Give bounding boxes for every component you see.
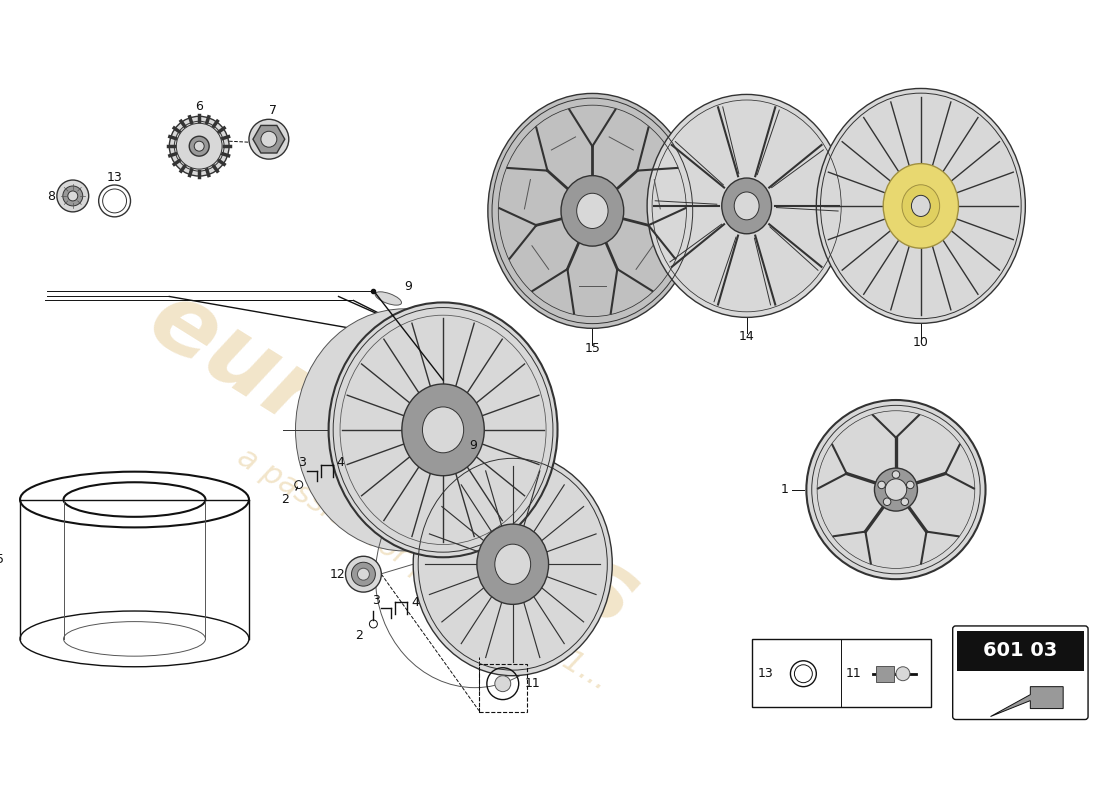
Circle shape bbox=[874, 468, 917, 511]
Bar bbox=[957, 631, 1085, 670]
Text: eurospecs: eurospecs bbox=[132, 272, 654, 647]
Ellipse shape bbox=[477, 524, 549, 604]
Ellipse shape bbox=[912, 195, 931, 217]
Text: 9: 9 bbox=[469, 439, 477, 452]
Circle shape bbox=[495, 676, 510, 692]
Text: 3: 3 bbox=[298, 456, 306, 470]
Text: 11: 11 bbox=[845, 667, 861, 680]
Text: 12: 12 bbox=[330, 568, 345, 581]
Text: 15: 15 bbox=[584, 342, 601, 354]
Ellipse shape bbox=[576, 194, 608, 229]
Text: 2: 2 bbox=[355, 630, 363, 642]
Ellipse shape bbox=[402, 384, 484, 476]
Bar bbox=[876, 666, 894, 682]
Text: 10: 10 bbox=[913, 336, 928, 349]
Circle shape bbox=[892, 470, 900, 478]
FancyBboxPatch shape bbox=[953, 626, 1088, 719]
Bar bbox=[751, 639, 931, 706]
Ellipse shape bbox=[734, 192, 759, 220]
Circle shape bbox=[896, 666, 910, 681]
Ellipse shape bbox=[329, 302, 558, 558]
Text: a passion for parts since 1...: a passion for parts since 1... bbox=[232, 442, 614, 696]
Text: 4: 4 bbox=[337, 456, 344, 470]
Ellipse shape bbox=[414, 453, 613, 676]
Circle shape bbox=[63, 186, 82, 206]
Circle shape bbox=[358, 568, 370, 580]
Circle shape bbox=[189, 136, 209, 156]
Text: 2: 2 bbox=[280, 493, 288, 506]
Circle shape bbox=[57, 180, 89, 212]
Text: 13: 13 bbox=[107, 170, 122, 183]
Circle shape bbox=[883, 498, 891, 506]
Text: 13: 13 bbox=[758, 667, 773, 680]
Bar bbox=[478, 664, 527, 711]
Circle shape bbox=[352, 562, 375, 586]
Text: 8: 8 bbox=[47, 190, 55, 203]
Polygon shape bbox=[990, 686, 1064, 717]
Ellipse shape bbox=[495, 544, 530, 584]
Text: 5: 5 bbox=[0, 553, 4, 566]
Ellipse shape bbox=[816, 89, 1025, 323]
Ellipse shape bbox=[422, 407, 464, 453]
Circle shape bbox=[878, 481, 886, 489]
Polygon shape bbox=[253, 126, 285, 153]
Ellipse shape bbox=[296, 309, 513, 551]
Text: 3: 3 bbox=[373, 594, 381, 606]
Ellipse shape bbox=[488, 94, 697, 328]
Text: 6: 6 bbox=[196, 100, 204, 113]
Ellipse shape bbox=[440, 452, 466, 464]
Circle shape bbox=[806, 400, 986, 579]
Ellipse shape bbox=[902, 185, 939, 227]
Ellipse shape bbox=[561, 176, 624, 246]
Circle shape bbox=[169, 116, 229, 176]
Circle shape bbox=[886, 479, 906, 500]
Ellipse shape bbox=[722, 178, 771, 234]
Text: 4: 4 bbox=[411, 595, 419, 609]
Text: 601 03: 601 03 bbox=[983, 642, 1057, 660]
Circle shape bbox=[345, 556, 382, 592]
Circle shape bbox=[68, 191, 78, 201]
Circle shape bbox=[249, 119, 289, 159]
Text: 14: 14 bbox=[739, 330, 755, 342]
Circle shape bbox=[261, 131, 277, 147]
Text: 1: 1 bbox=[781, 483, 789, 496]
Circle shape bbox=[195, 142, 205, 151]
Ellipse shape bbox=[647, 94, 846, 318]
Text: 9: 9 bbox=[405, 280, 412, 293]
Text: 7: 7 bbox=[268, 104, 277, 117]
Circle shape bbox=[906, 481, 914, 489]
Ellipse shape bbox=[375, 292, 402, 305]
Ellipse shape bbox=[883, 164, 958, 248]
Text: 11: 11 bbox=[525, 677, 540, 690]
Circle shape bbox=[901, 498, 909, 506]
